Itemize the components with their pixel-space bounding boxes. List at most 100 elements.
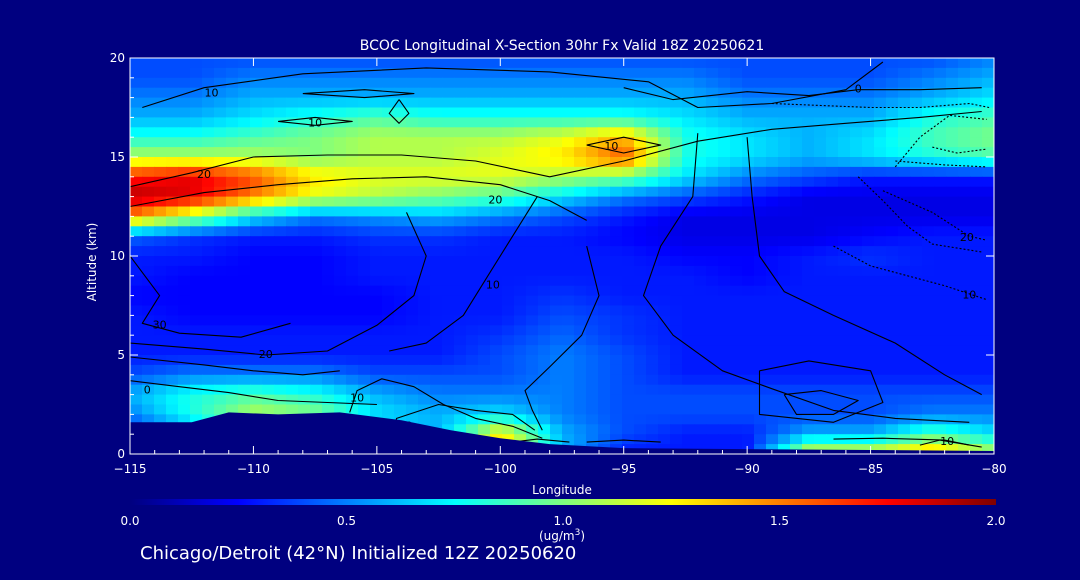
heatmap-cell [178,364,191,376]
heatmap-cell [598,275,611,287]
heatmap-cell [622,285,635,297]
heatmap-cell [610,434,623,445]
heatmap-cell [730,424,743,435]
heatmap-cell [238,374,251,386]
heatmap-cell [730,246,743,257]
heatmap-cell [646,157,659,168]
heatmap-cell [706,246,719,257]
heatmap-cell [694,166,707,178]
heatmap-cell [358,58,371,69]
heatmap-cell [574,176,587,188]
heatmap-cell [190,404,203,415]
contour-line [586,136,662,154]
heatmap-cell [250,394,263,406]
heatmap-cell [370,265,383,277]
heatmap-cell [490,394,503,406]
heatmap-cell [682,127,695,138]
heatmap-cell [310,335,323,346]
heatmap-cell [934,67,947,79]
heatmap-cell [154,58,167,69]
x-tick-label: −110 [237,462,270,476]
heatmap-cell [982,275,994,287]
heatmap-cell [658,345,671,356]
heatmap-cell [526,315,539,326]
heatmap-cell [154,265,167,277]
heatmap-cell [214,107,227,118]
heatmap-cell [238,216,251,227]
heatmap-cell [838,127,851,138]
heatmap-cell [502,58,515,69]
heatmap-cell [670,285,683,297]
heatmap-cell [478,107,491,118]
heatmap-cell [658,275,671,287]
heatmap-cell [334,246,347,257]
heatmap-cell [622,117,635,128]
heatmap-cell [382,345,395,356]
heatmap-cell [622,275,635,287]
heatmap-cell [982,97,994,109]
heatmap-cell [334,315,347,326]
heatmap-cell [250,236,263,247]
heatmap-cell [418,157,431,168]
heatmap-cell [562,196,575,208]
heatmap-cell [526,97,539,109]
heatmap-cell [250,166,263,178]
heatmap-cell [154,335,167,346]
heatmap-cell [526,275,539,287]
heatmap-cell [370,206,383,217]
heatmap-cell [718,147,731,158]
heatmap-cell [946,355,959,366]
heatmap-cell [310,355,323,366]
heatmap-cell [562,236,575,247]
heatmap-cell [934,107,947,118]
heatmap-cell [334,394,347,406]
heatmap-cell [922,97,935,109]
heatmap-cell [934,265,947,277]
heatmap-cell [454,394,467,406]
heatmap-cell [706,345,719,356]
heatmap-cell [574,275,587,287]
heatmap-cell [346,355,359,366]
heatmap-cell [850,444,863,454]
heatmap-cell [214,117,227,128]
heatmap-cell [838,117,851,128]
heatmap-cell [190,107,203,118]
heatmap-cell [706,97,719,109]
heatmap-cell [778,236,791,247]
heatmap-cell [274,226,287,237]
heatmap-cell [286,404,299,415]
heatmap-cell [418,384,431,396]
heatmap-cell [226,355,239,366]
heatmap-cell [562,335,575,346]
heatmap-cell [274,166,287,178]
heatmap-cell [478,87,491,99]
heatmap-cell [634,394,647,406]
heatmap-cell [358,166,371,178]
heatmap-cell [274,176,287,188]
heatmap-cell [658,117,671,128]
heatmap-cell [814,335,827,346]
heatmap-cell [742,315,755,326]
heatmap-cell [694,206,707,217]
heatmap-cell [646,434,659,445]
heatmap-cell [442,226,455,237]
heatmap-cell [694,147,707,158]
heatmap-cell [526,87,539,99]
heatmap-cell [682,87,695,99]
heatmap-cell [142,345,155,356]
heatmap-cell [886,67,899,79]
heatmap-cell [598,206,611,217]
heatmap-cell [790,107,803,118]
heatmap-cell [334,127,347,138]
heatmap-cell [730,315,743,326]
heatmap-cell [514,147,527,158]
heatmap-cell [214,374,227,386]
heatmap-cell [166,285,179,297]
heatmap-cell [190,77,203,89]
heatmap-cell [226,394,239,406]
heatmap-cell [346,265,359,277]
heatmap-cell [694,305,707,316]
heatmap-cell [886,157,899,168]
contour-line [642,133,970,423]
heatmap-cell [670,87,683,99]
